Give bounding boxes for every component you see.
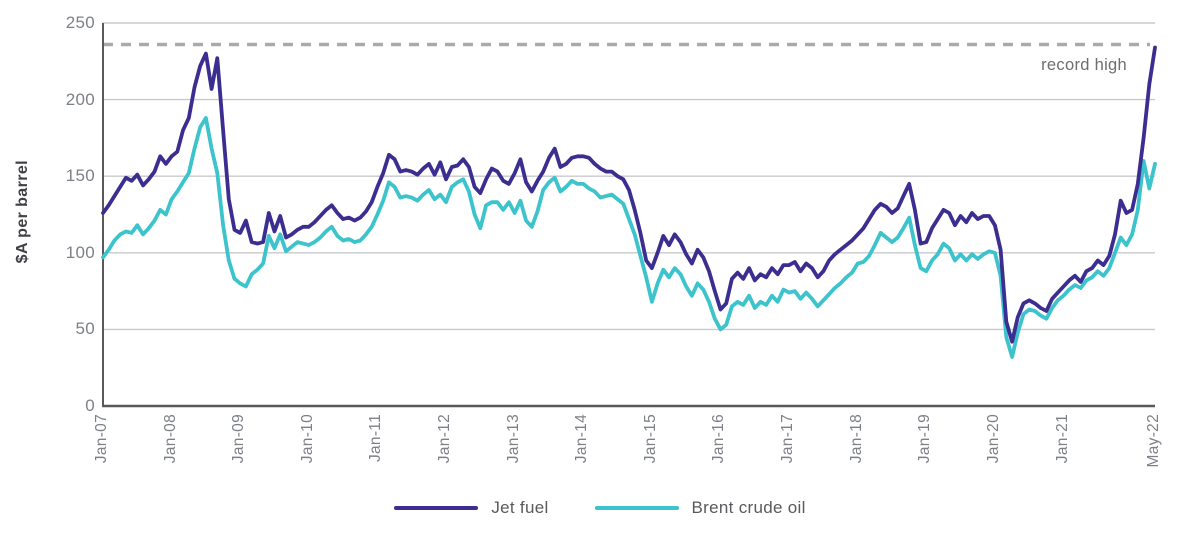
y-tick-label: 150 (65, 166, 95, 186)
y-tick-label: 0 (85, 396, 95, 415)
x-tick-label: Jan-09 (230, 414, 248, 464)
y-tick-label: 250 (65, 13, 95, 32)
x-tick-label: Jan-20 (984, 414, 1002, 464)
legend-label-jet-fuel: Jet fuel (491, 498, 549, 517)
series-line-brent-crude-oil (101, 116, 1157, 359)
x-tick-label: Jan-18 (847, 414, 865, 464)
x-tick-label: Jan-11 (367, 414, 385, 463)
legend-item-brent: Brent crude oil (594, 498, 806, 518)
x-tick-label: Jan-17 (779, 414, 797, 464)
x-tick-label: Jan-07 (93, 414, 110, 464)
x-tick-label: Jan-19 (916, 414, 934, 464)
x-tick-label: Jan-14 (573, 414, 591, 464)
jet-fuel-line-swatch (394, 505, 479, 511)
legend-item-jet-fuel: Jet fuel (394, 498, 548, 518)
y-axis-title: $A per barrel (14, 160, 31, 264)
x-tick-label: May-22 (1145, 414, 1162, 468)
x-tick-label: Jan-16 (710, 414, 728, 464)
x-tick-label: Jan-15 (641, 414, 659, 464)
legend-label-brent: Brent crude oil (691, 498, 806, 517)
brent-line-swatch (594, 505, 679, 511)
y-tick-label: 200 (65, 89, 95, 109)
x-tick-label: Jan-21 (1053, 414, 1071, 464)
x-tick-label: Jan-10 (298, 414, 316, 464)
x-tick-label: Jan-12 (436, 414, 454, 464)
record-high-annotation-label: record high (1041, 56, 1127, 74)
x-tick-label: Jan-13 (504, 414, 522, 464)
chart-legend: Jet fuel Brent crude oil (0, 498, 1200, 518)
y-tick-label: 100 (65, 242, 95, 262)
series-line-jet-fuel (101, 45, 1157, 344)
y-tick-label: 50 (75, 319, 95, 339)
x-tick-label: Jan-08 (161, 414, 179, 464)
